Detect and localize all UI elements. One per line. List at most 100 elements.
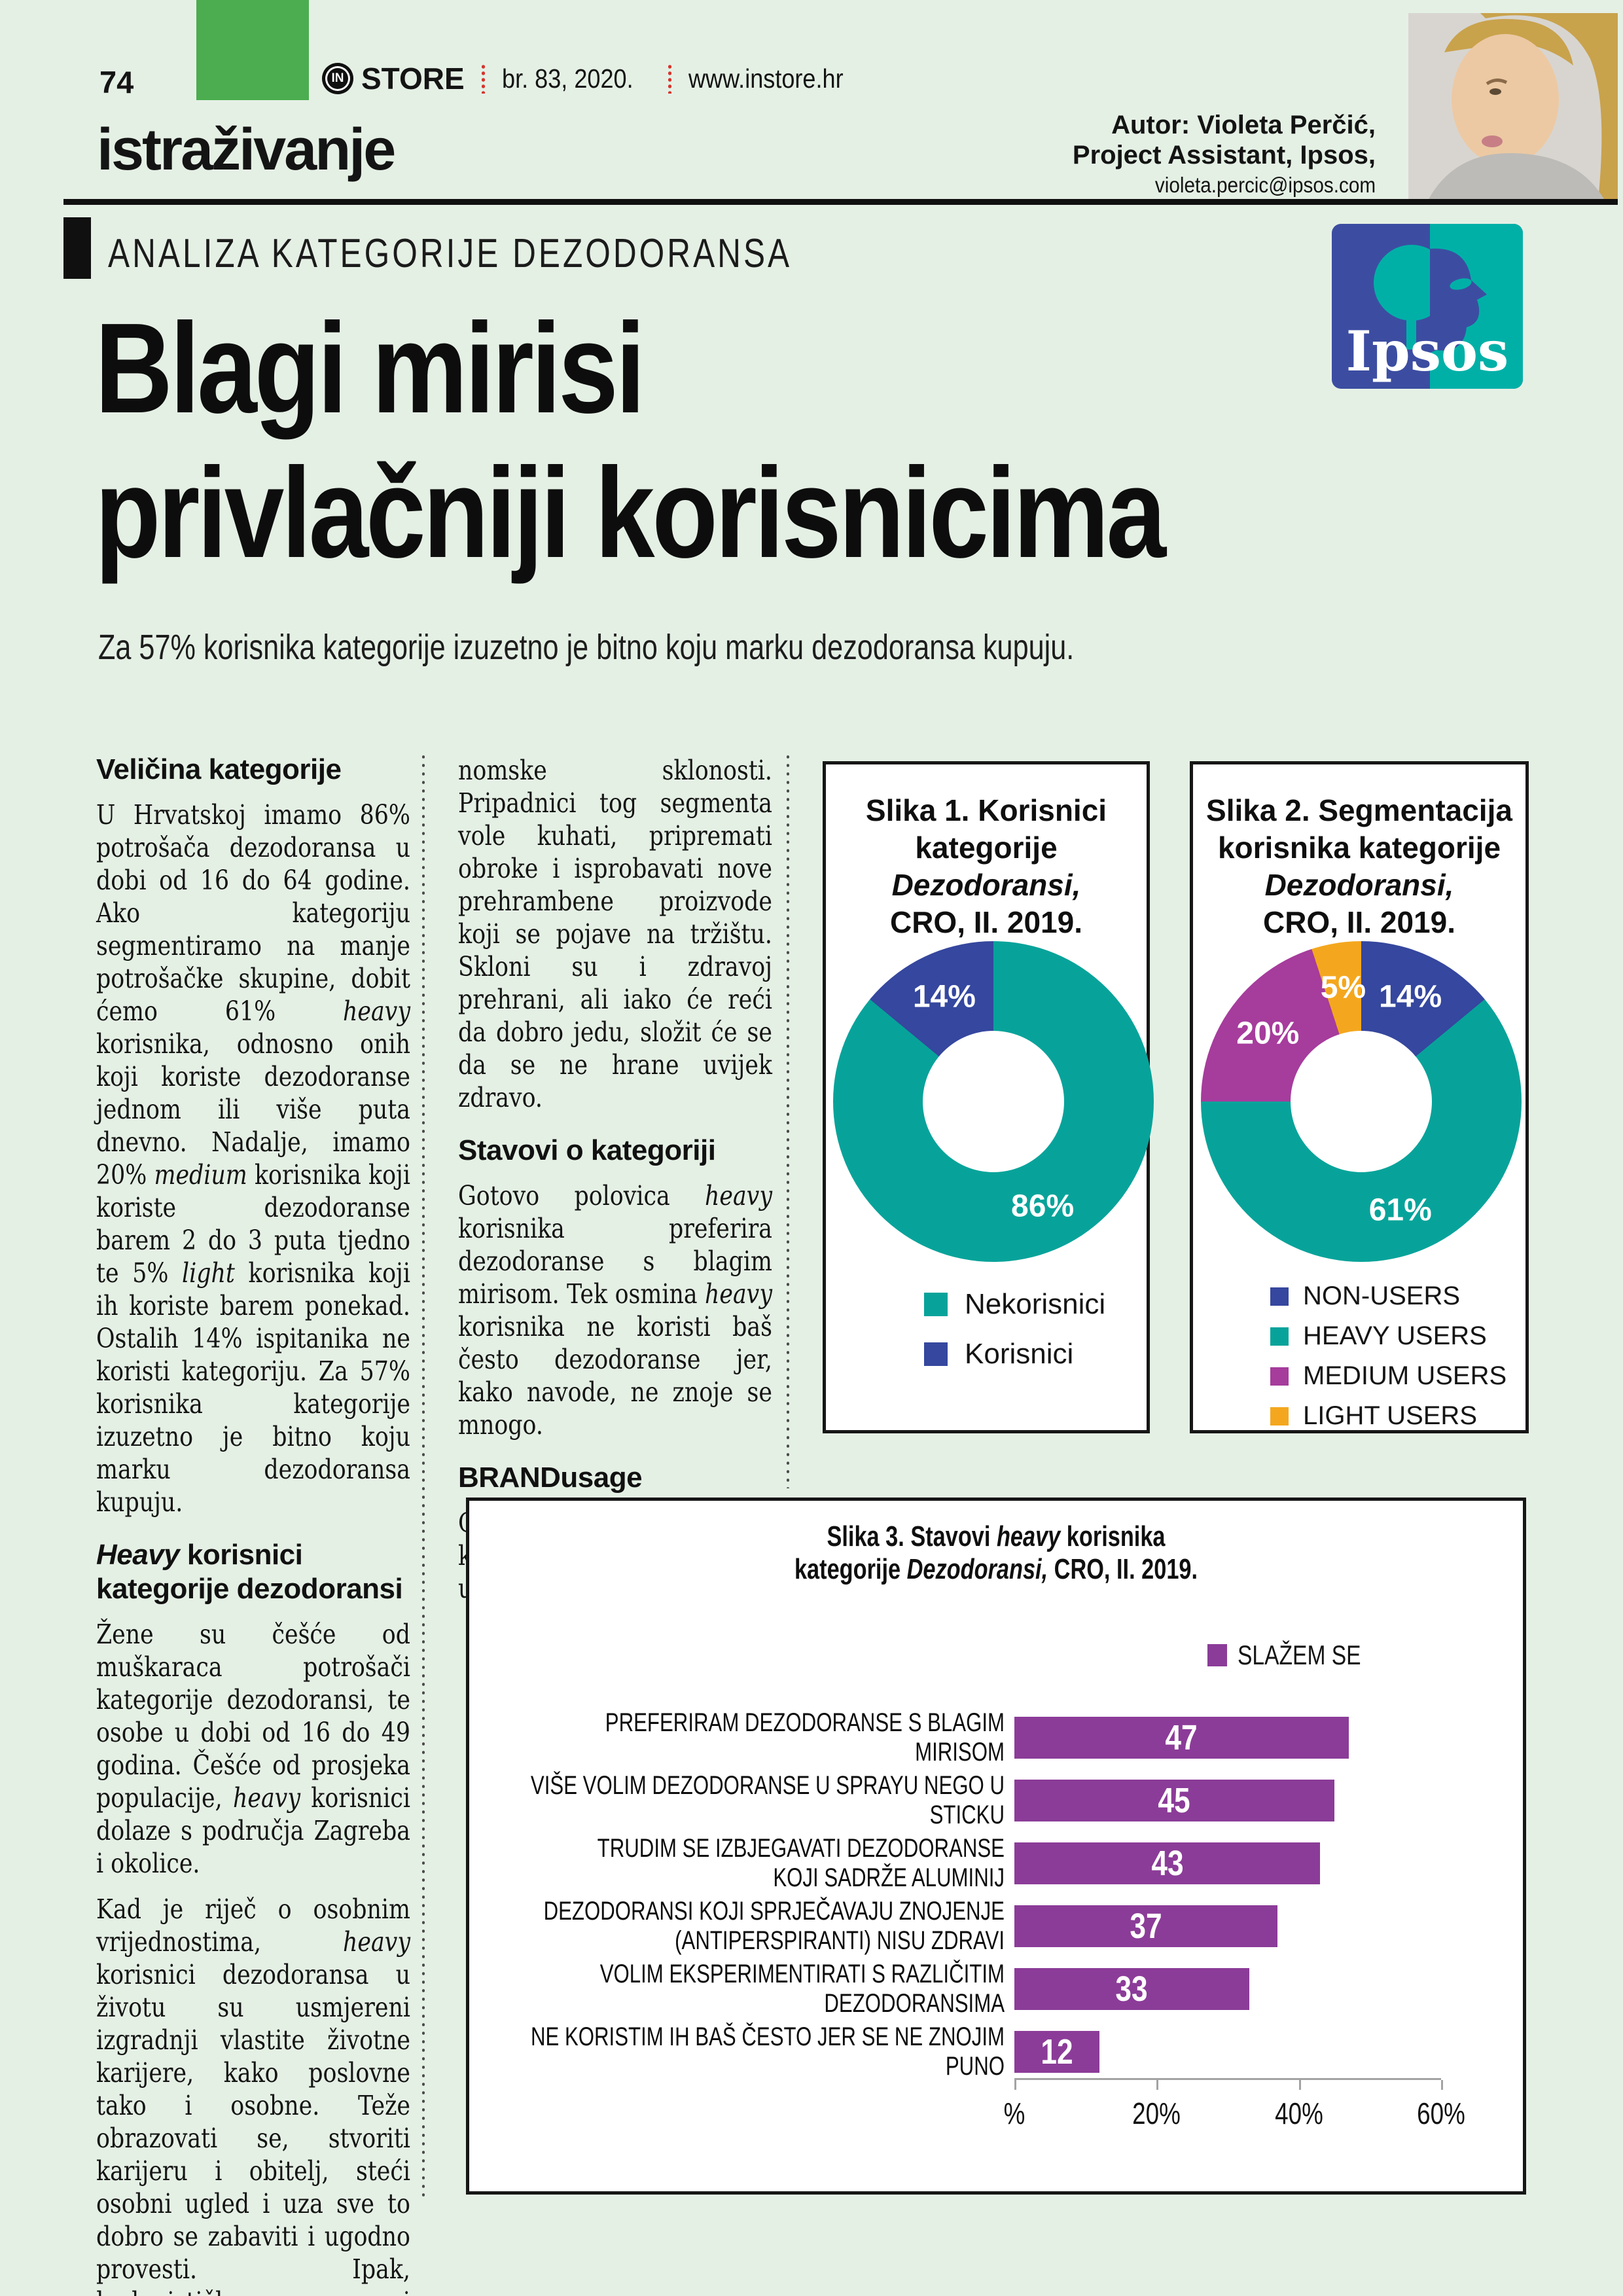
figure-1-legend: Nekorisnici Korisnici — [924, 1288, 1105, 1388]
header-rule — [63, 199, 1618, 205]
axis-tick — [1156, 2080, 1159, 2090]
green-accent-block — [196, 0, 309, 100]
column-divider — [787, 753, 789, 1488]
legend-item: Korisnici — [924, 1338, 1105, 1371]
figure-1-box: Slika 1. Korisnici kategorije Dezodoransi… — [823, 761, 1154, 1433]
column-divider — [422, 753, 425, 2199]
body-paragraph: Kad je riječ o osobnim vrijednostima, he… — [96, 1893, 410, 2296]
legend-item: HEAVY USERS — [1270, 1321, 1507, 1351]
figure-1-donut-chart: 86% 14% — [833, 941, 1154, 1262]
donut-value-label: 14% — [1379, 979, 1442, 1014]
ipsos-wordmark: Ipsos — [1346, 319, 1509, 384]
author-name: Autor: Violeta Perčić, — [1111, 111, 1376, 139]
bar-category-label: NE KORISTIM IH BAŠ ČESTO JER SE NE ZNOJI… — [530, 2022, 1005, 2081]
bar-value-label: 12 — [1041, 2032, 1073, 2072]
kicker-tab — [63, 217, 91, 279]
legend-label: MEDIUM USERS — [1303, 1361, 1507, 1390]
headline: Blagi mirisi privlačniji korisnicima — [95, 296, 1166, 585]
figure-3-box: Slika 3. Stavovi heavy korisnika kategori… — [466, 1498, 1526, 2195]
bar-value-label: 37 — [1130, 1907, 1162, 1946]
body-paragraph: Žene su češće od muškaraca potrošači kat… — [96, 1619, 410, 1879]
axis-tick-label: 60% — [1417, 2096, 1465, 2130]
figure-2-legend: NON-USERS HEAVY USERS MEDIUM USERS LIGHT US… — [1270, 1282, 1507, 1441]
author-role: Project Assistant, Ipsos, — [1072, 141, 1376, 170]
legend-item: Nekorisnici — [924, 1288, 1105, 1321]
figure-1-title: Slika 1. Korisnici kategorije Dezodoransi… — [865, 793, 1107, 939]
headline-line: Blagi mirisi — [95, 296, 645, 440]
donut-hole — [1291, 1031, 1432, 1172]
legend-swatch — [924, 1342, 948, 1366]
axis-tick — [1298, 2080, 1301, 2090]
instore-masthead: IN STORE br. 83, 2020. www.instore.hr — [322, 60, 864, 97]
donut-value-label: 5% — [1320, 970, 1366, 1005]
bar-row: DEZODORANSI KOJI SPRJEČAVAJU ZNOJENJE (AN… — [469, 1897, 1523, 1955]
subheading: Stavovi o kategoriji — [458, 1134, 716, 1166]
bar-row: VOLIM EKSPERIMENTIRATI S RAZLIČITIM DEZO… — [469, 1960, 1523, 2018]
instore-logo-word: STORE — [361, 62, 465, 96]
figure-3-title: Slika 3. Stavovi heavy korisnika kategori… — [794, 1520, 1198, 1585]
legend-swatch — [1270, 1367, 1289, 1386]
bar: 47 — [1014, 1717, 1349, 1759]
issue-number: br. 83, 2020. — [501, 63, 633, 94]
legend-label: Korisnici — [965, 1338, 1074, 1370]
axis-tick-label: 20% — [1132, 2096, 1181, 2130]
bar-category-label: VIŠE VOLIM DEZODORANSE U SPRAYU NEGO U S… — [530, 1771, 1005, 1829]
donut-value-label: 61% — [1368, 1193, 1432, 1228]
bar-row: NE KORISTIM IH BAŠ ČESTO JER SE NE ZNOJI… — [469, 2022, 1523, 2081]
figure-2-donut-chart: 14% 61% 20% 5% — [1201, 941, 1522, 1262]
bar-value-label: 47 — [1165, 1718, 1198, 1757]
figure-2-title: Slika 2. Segmentacija korisnika kategorij… — [1206, 793, 1512, 939]
axis-tick-label: % — [1003, 2096, 1026, 2130]
ipsos-logo: Ipsos — [1332, 224, 1523, 389]
instore-logo-icon: IN — [322, 63, 353, 94]
bar-row: TRUDIM SE IZBJEGAVATI DEZODORANSE KOJI SA… — [469, 1834, 1523, 1892]
bar-row: VIŠE VOLIM DEZODORANSE U SPRAYU NEGO U S… — [469, 1771, 1523, 1829]
axis-tick-label: 40% — [1274, 2096, 1323, 2130]
legend-item: NON-USERS — [1270, 1282, 1507, 1311]
legend-label: HEAVY USERS — [1303, 1321, 1487, 1350]
dotted-separator-icon — [481, 63, 485, 94]
legend-item: MEDIUM USERS — [1270, 1361, 1507, 1391]
donut-hole — [923, 1031, 1064, 1172]
website-url: www.instore.hr — [688, 63, 844, 94]
article-column-2: nomske sklonosti. Pripadnici tog segment… — [458, 754, 772, 1604]
bar: 43 — [1014, 1842, 1321, 1884]
page-number: 74 — [99, 65, 134, 99]
author-block: Autor: Violeta Perčić, Project Assistant… — [1073, 110, 1376, 200]
body-paragraph: U Hrvatskoj imamo 86% potrošača dezodora… — [96, 799, 410, 1518]
legend-label: Nekorisnici — [965, 1288, 1106, 1320]
donut-value-label: 20% — [1236, 1016, 1300, 1051]
section-title: istraživanje — [97, 117, 396, 183]
bar-category-label: DEZODORANSI KOJI SPRJEČAVAJU ZNOJENJE (AN… — [543, 1897, 1005, 1955]
subheading: Veličina kategorije — [96, 753, 342, 785]
bar: 12 — [1014, 2031, 1100, 2073]
donut-value-label: 14% — [912, 979, 976, 1014]
bar-value-label: 43 — [1151, 1844, 1184, 1883]
headline-line: privlačniji korisnicima — [95, 441, 1166, 584]
axis-tick — [1441, 2080, 1443, 2090]
figure-3-legend: SLAŽEM SE — [1207, 1640, 1392, 1671]
bar-category-label: VOLIM EKSPERIMENTIRATI S RAZLIČITIM DEZO… — [599, 1960, 1005, 2018]
bar-category-label: TRUDIM SE IZBJEGAVATI DEZODORANSE KOJI SA… — [597, 1834, 1005, 1892]
legend-swatch — [924, 1293, 948, 1316]
bar-category-label: PREFERIRAM DEZODORANSE S BLAGIM MIRISOM — [605, 1708, 1005, 1767]
figure-3-x-axis: % 20% 40% 60% — [1004, 2078, 1465, 2130]
subheading: Heavy korisnici kategorije dezodoransi — [96, 1539, 403, 1605]
bar-row: PREFERIRAM DEZODORANSE S BLAGIM MIRISOM 4… — [469, 1708, 1523, 1767]
bar-value-label: 33 — [1115, 1969, 1148, 2009]
legend-swatch — [1270, 1407, 1289, 1426]
dotted-separator-icon — [668, 63, 671, 94]
article-column-1: Veličina kategorije U Hrvatskoj imamo 86… — [96, 753, 410, 2296]
legend-label: NON-USERS — [1303, 1282, 1461, 1310]
standfirst: Za 57% korisnika kategorije izuzetno je … — [98, 628, 1075, 667]
kicker-label: ANALIZA KATEGORIJE DEZODORANSA — [108, 231, 793, 276]
bar-value-label: 45 — [1158, 1781, 1191, 1820]
legend-swatch — [1270, 1287, 1289, 1306]
legend-item: LIGHT USERS — [1270, 1401, 1507, 1431]
author-photo — [1408, 13, 1618, 200]
body-paragraph: nomske sklonosti. Pripadnici tog segment… — [458, 755, 772, 1113]
legend-swatch — [1207, 1644, 1227, 1666]
body-paragraph: Gotovo polovica heavy korisnika preferir… — [458, 1180, 772, 1441]
bar: 45 — [1014, 1780, 1334, 1821]
